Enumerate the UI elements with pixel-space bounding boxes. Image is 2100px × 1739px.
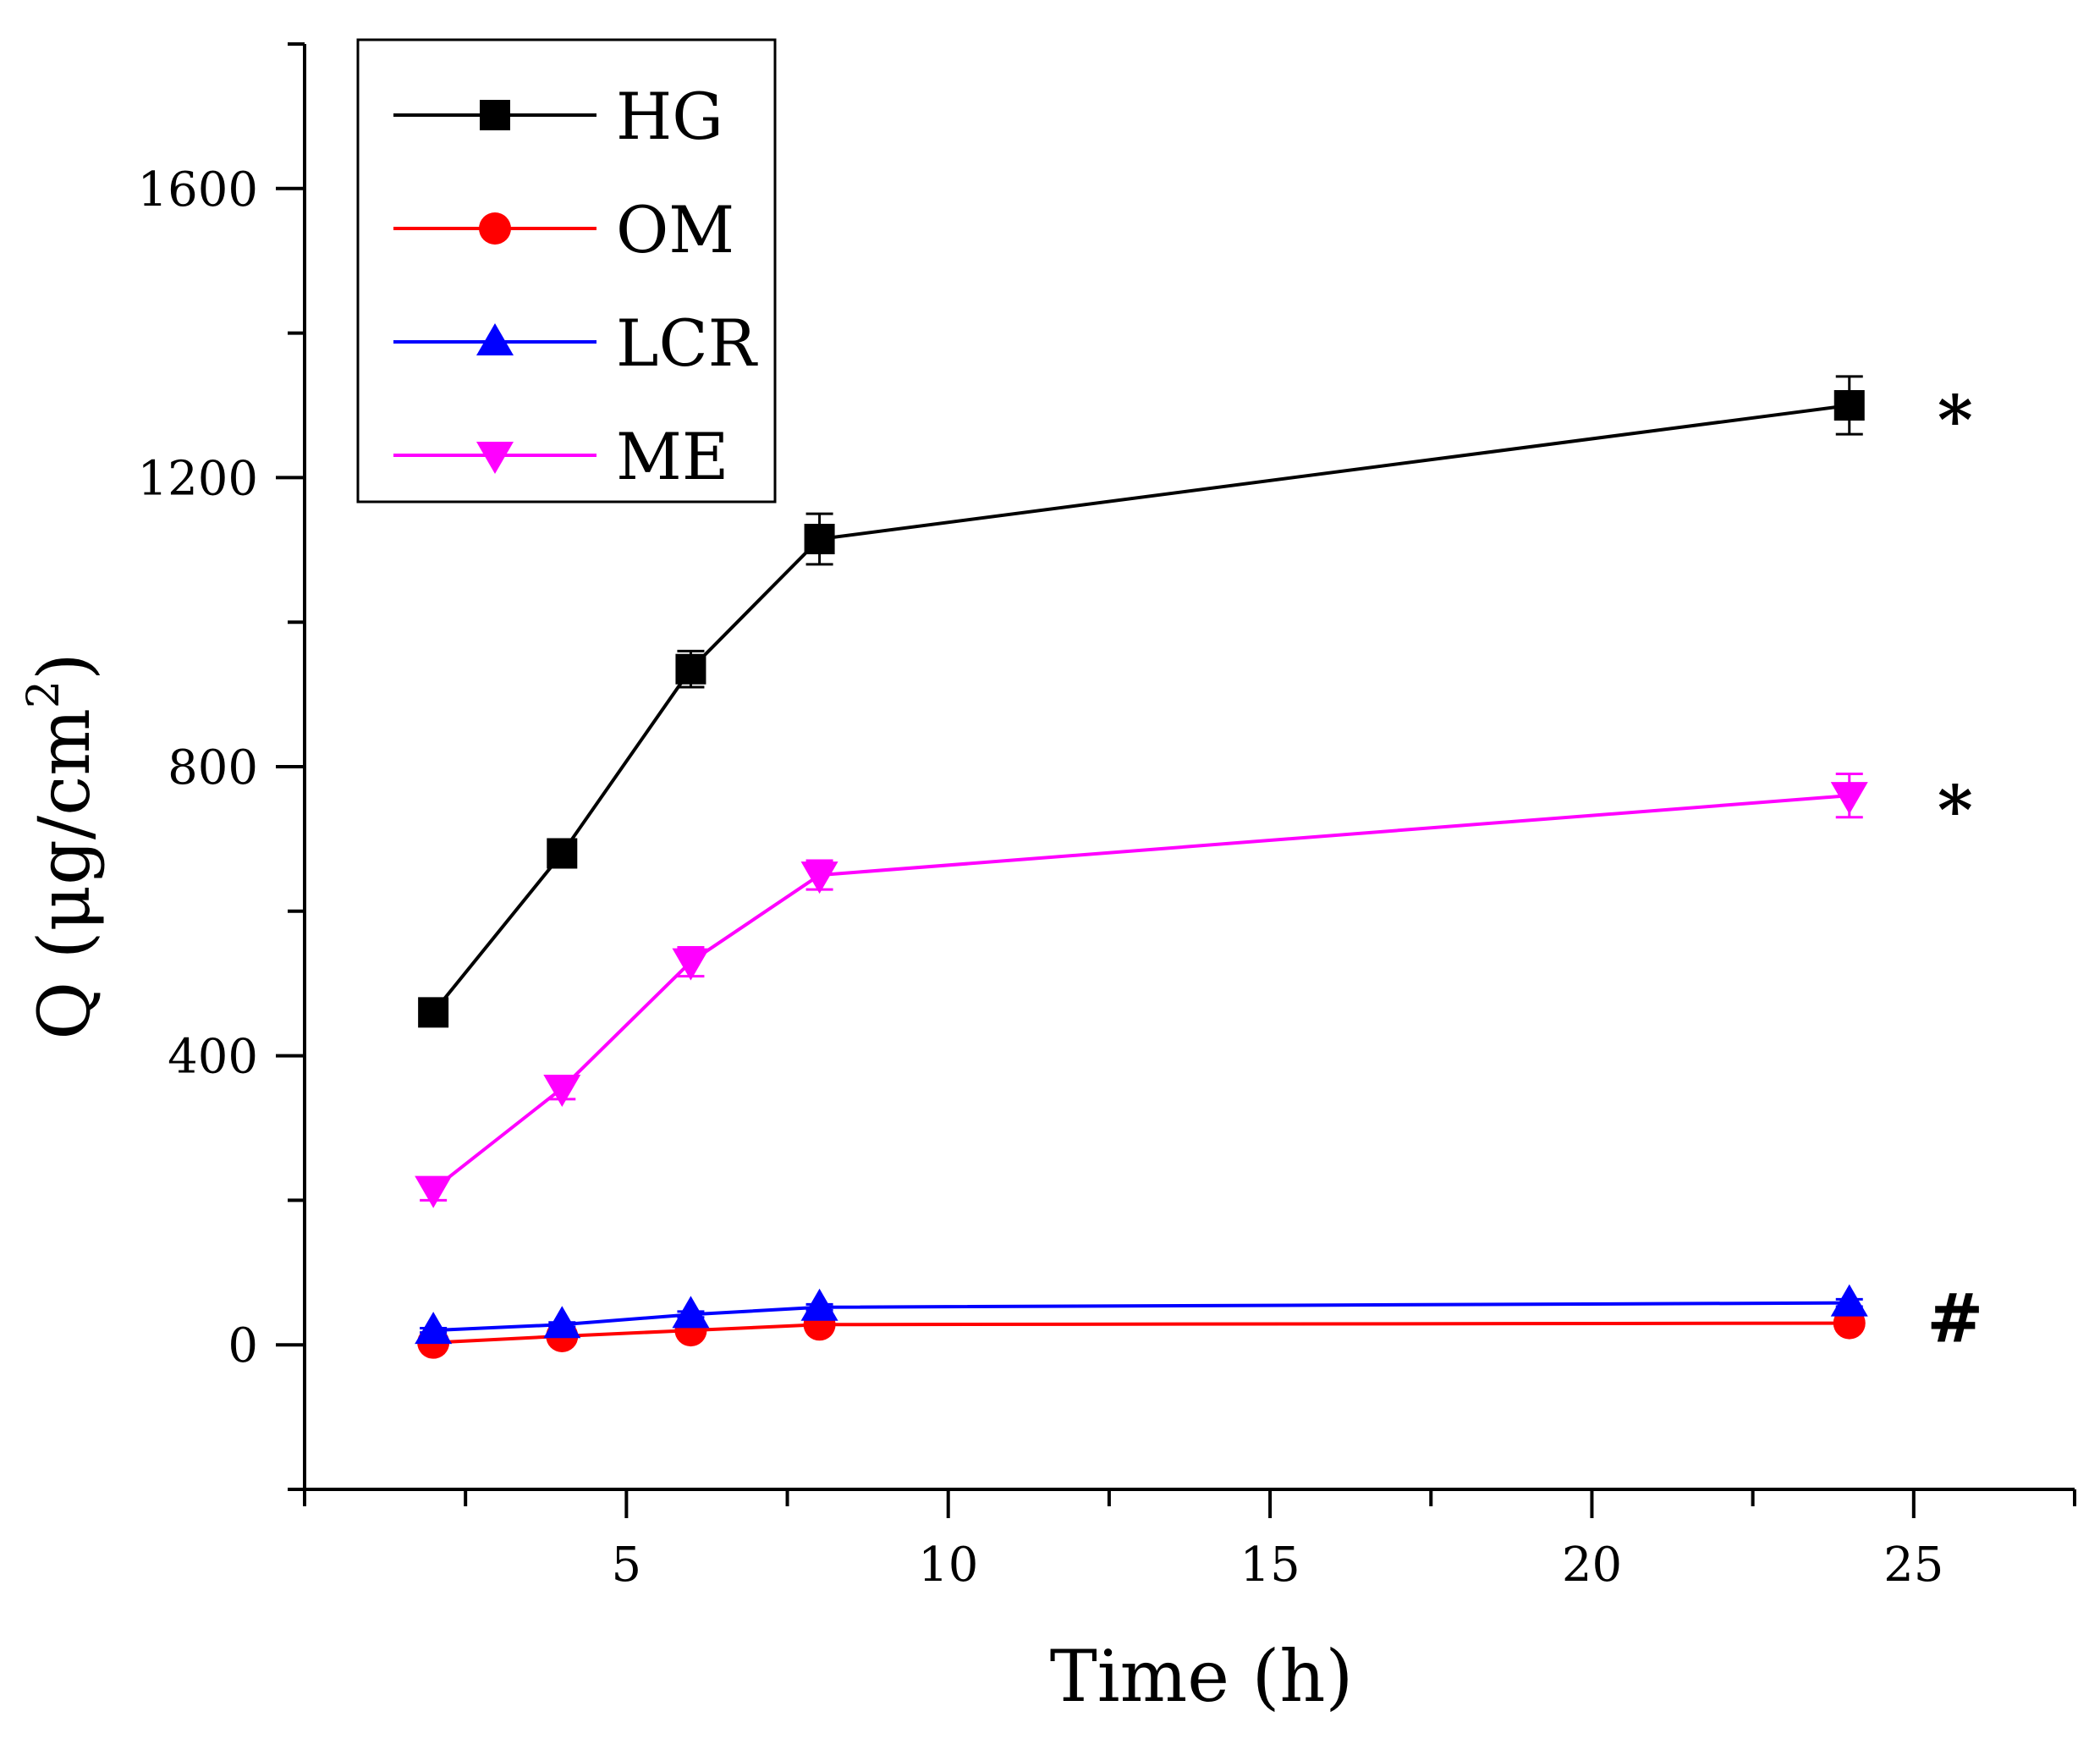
data-point: [418, 997, 449, 1028]
legend-item-me: ME: [393, 419, 728, 494]
legend: HG OM LCR ME: [356, 38, 777, 504]
data-point: [547, 838, 578, 869]
annotations: * * #: [1927, 380, 1983, 1358]
data-point: [800, 1288, 838, 1321]
legend-label: HG: [616, 79, 723, 154]
data-point: [1833, 390, 1865, 421]
y-axis-title-superscript: 2: [19, 680, 69, 708]
legend-label: OM: [616, 192, 734, 267]
x-tick-label: 20: [1562, 1538, 1622, 1593]
data-point: [543, 1306, 581, 1339]
legend-item-om: OM: [393, 192, 734, 267]
x-axis-title: Time (h): [1050, 1635, 1354, 1718]
x-tick-label: 15: [1240, 1538, 1300, 1593]
legend-label: LCR: [616, 305, 759, 381]
significance-marker: *: [1938, 770, 1973, 850]
data-point: [672, 1296, 710, 1329]
series-lcr: [415, 1284, 1868, 1345]
y-tick-label: 800: [168, 740, 258, 795]
x-tick-label: 10: [918, 1538, 978, 1593]
series-om: [417, 1307, 1866, 1359]
legend-marker: [476, 442, 514, 474]
data-point: [672, 948, 710, 981]
x-tick-label: 25: [1883, 1538, 1943, 1593]
series-layer: [415, 375, 1868, 1359]
series-line: [433, 1321, 1850, 1345]
series-line: [433, 1301, 1850, 1333]
data-point: [1830, 782, 1868, 815]
y-axis-title-close: ): [23, 652, 106, 680]
series-line: [432, 794, 1850, 1191]
data-point: [415, 1312, 453, 1345]
legend-label: ME: [616, 419, 728, 494]
legend-marker: [479, 212, 511, 245]
axes: 0 400 800 1200 1600 5 10 15 20 25: [137, 42, 2076, 1593]
x-tick-label: 5: [612, 1538, 642, 1593]
y-tick-label: 1600: [137, 162, 258, 217]
data-point: [415, 1175, 453, 1208]
y-tick-label: 0: [228, 1318, 258, 1373]
data-point: [804, 523, 835, 554]
y-tick-label: 400: [168, 1030, 258, 1085]
legend-marker: [480, 100, 510, 130]
legend-marker: [476, 323, 514, 355]
significance-marker: *: [1938, 380, 1973, 460]
y-tick-label: 1200: [137, 451, 258, 506]
y-axis-title-main: Q (μg/cm: [23, 708, 106, 1040]
data-point: [1830, 1284, 1868, 1317]
data-point: [543, 1075, 581, 1108]
significance-marker: #: [1927, 1279, 1983, 1358]
legend-item-hg: HG: [393, 79, 723, 154]
series-hg: [418, 375, 1865, 1028]
data-point: [800, 861, 838, 894]
legend-item-lcr: LCR: [393, 305, 759, 381]
data-point: [675, 653, 706, 685]
series-me: [415, 773, 1868, 1208]
y-axis-title: Q (μg/cm2): [19, 652, 106, 1040]
